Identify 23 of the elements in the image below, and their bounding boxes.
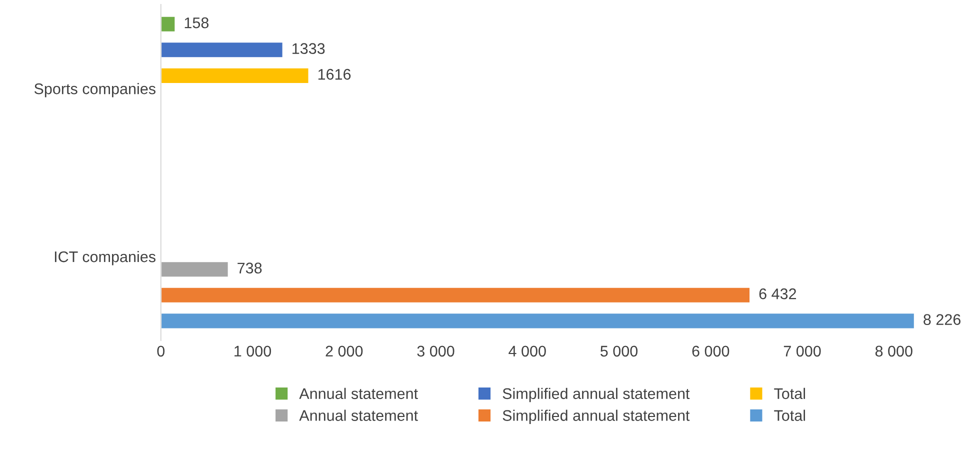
x-tick-label: 1 000 (234, 346, 272, 357)
x-tick-label: 8 000 (875, 346, 912, 357)
legend-label: Simplified annual statement (502, 388, 690, 402)
data-label: 738 (238, 262, 262, 274)
y-tick-label: Sports companies (34, 82, 156, 98)
legend-label: Total (774, 388, 806, 400)
data-label: 8 226 (924, 314, 960, 326)
legend-label: Total (774, 410, 806, 421)
x-tick-label: 7 000 (784, 346, 821, 357)
x-tick-label: 6 000 (692, 346, 730, 357)
data-label: 1616 (318, 68, 351, 80)
data-label: 6 432 (759, 288, 796, 300)
data-label: 1333 (292, 43, 325, 54)
x-tick-label: 2 000 (326, 346, 363, 357)
x-tick-label: 5 000 (600, 346, 638, 357)
x-tick-label: 4 000 (508, 346, 546, 357)
x-tick-label: 3 000 (417, 346, 454, 357)
legend-label: Annual statement (299, 388, 418, 400)
legend-label: Annual statement (299, 410, 418, 421)
x-tick-label: 0 (157, 346, 165, 357)
legend-label: Simplified annual statement (502, 410, 690, 424)
y-tick-label: ICT companies (54, 250, 156, 266)
data-label: 158 (184, 17, 209, 28)
